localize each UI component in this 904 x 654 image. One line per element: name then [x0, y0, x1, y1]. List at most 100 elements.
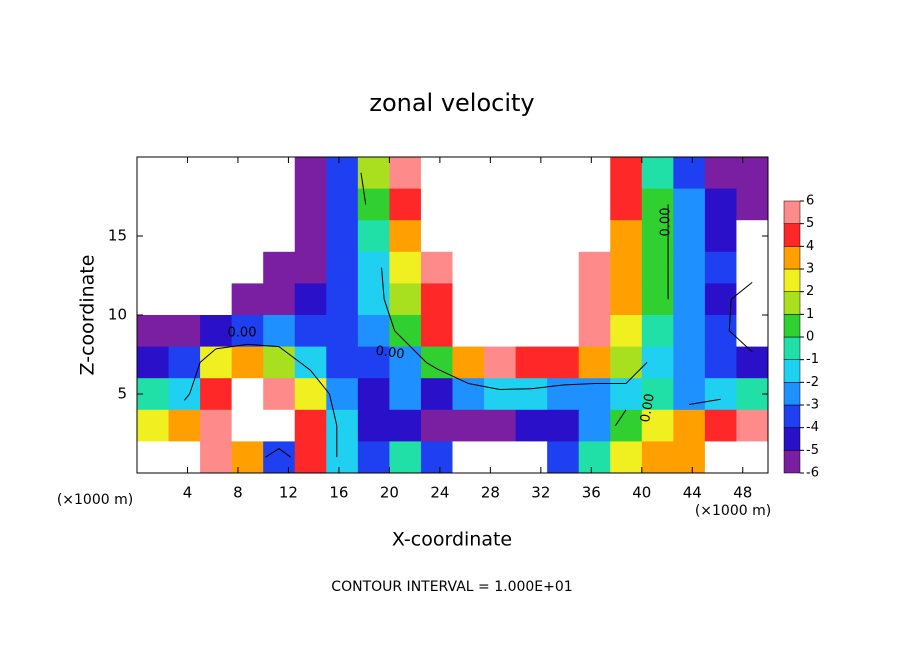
heat-cell [673, 188, 706, 221]
heat-cell [200, 441, 233, 473]
heat-cell [357, 441, 390, 473]
contour-line [394, 330, 406, 342]
heat-cell [231, 188, 264, 221]
heat-cell [547, 188, 580, 221]
heat-cell [452, 283, 485, 316]
heat-cell [420, 409, 453, 442]
contour-line [499, 388, 532, 390]
heat-cell [168, 188, 201, 221]
heat-cell [704, 283, 737, 316]
contour-line [299, 362, 311, 371]
heat-cell [547, 157, 580, 190]
heat-cell [263, 409, 296, 442]
heat-cell [294, 283, 327, 316]
heat-cell [294, 315, 327, 348]
heat-cell [610, 220, 643, 253]
heat-cell [578, 251, 611, 284]
colorbar-label: -3 [806, 398, 819, 413]
heat-cell [389, 441, 422, 473]
heat-cell [294, 220, 327, 253]
heat-cell [610, 409, 643, 442]
heat-cell [357, 251, 390, 284]
heat-cell [420, 378, 453, 411]
heat-cell [263, 220, 296, 253]
heat-cell [736, 283, 768, 316]
heat-cell [168, 157, 201, 190]
heat-cell [547, 251, 580, 284]
heat-cell [389, 157, 422, 190]
colorbar-label: 5 [806, 216, 814, 231]
heat-cell [231, 378, 264, 411]
heat-cell [168, 315, 201, 348]
colorbar-swatch [783, 404, 801, 428]
heat-cell [420, 283, 453, 316]
contour-line [728, 299, 732, 331]
x-axis-label: X-coordinate [392, 529, 512, 551]
heat-cell [231, 283, 264, 316]
contour-line [199, 348, 217, 363]
heat-cell [484, 346, 517, 379]
contour-line [360, 172, 367, 205]
heat-cell [736, 157, 768, 190]
heat-cell [420, 441, 453, 473]
contour-line [183, 393, 190, 401]
colorbar-label: 6 [806, 194, 814, 209]
plot-area [137, 157, 768, 473]
heat-cell [736, 441, 768, 473]
heat-cell [610, 157, 643, 190]
heat-cell [641, 315, 674, 348]
heat-cell [578, 315, 611, 348]
heat-cell [673, 346, 706, 379]
y-axis-label: Z-coordinate [77, 255, 99, 376]
heat-cell [357, 283, 390, 316]
heat-cell [357, 188, 390, 221]
heat-cell [578, 283, 611, 316]
heat-cell [389, 378, 422, 411]
heat-cell [484, 251, 517, 284]
heat-cell [357, 378, 390, 411]
colorbar-swatch [783, 450, 801, 474]
heat-cell [357, 220, 390, 253]
heat-cell [137, 188, 170, 221]
heat-cell [200, 188, 233, 221]
x-tick-label: 12 [279, 484, 298, 502]
heat-cell [294, 378, 327, 411]
colorbar-label: -5 [806, 443, 819, 458]
heat-cell [484, 157, 517, 190]
heat-cell [326, 441, 359, 473]
heat-cell [641, 441, 674, 473]
heat-cell [137, 283, 170, 316]
heat-cell [420, 315, 453, 348]
heat-cell [452, 346, 485, 379]
heat-cell [610, 441, 643, 473]
heat-cell [357, 346, 390, 379]
heat-cell [263, 188, 296, 221]
heat-cell [231, 251, 264, 284]
heat-cell [641, 157, 674, 190]
heat-cell [389, 251, 422, 284]
heat-cell [357, 409, 390, 442]
x-tick-label: 48 [733, 484, 752, 502]
contour-line [468, 382, 500, 390]
heat-cell [231, 441, 264, 473]
colorbar-swatch [783, 268, 801, 292]
heat-cell [452, 251, 485, 284]
colorbar-swatch [783, 427, 801, 451]
contour-line [328, 393, 338, 426]
heat-cell [137, 315, 170, 348]
contour-line [531, 384, 563, 390]
x-tick-label: 36 [582, 484, 601, 502]
heat-cell [263, 346, 296, 379]
heat-cell [515, 315, 548, 348]
heat-cell [263, 283, 296, 316]
heat-cell [610, 283, 643, 316]
contour-line [265, 448, 280, 458]
colorbar-label: 2 [806, 284, 814, 299]
heat-cell [357, 315, 390, 348]
heat-cell [137, 251, 170, 284]
heat-cell [673, 157, 706, 190]
heat-cell [294, 188, 327, 221]
chart-title: zonal velocity [369, 89, 534, 117]
heat-cell [137, 409, 170, 442]
colorbar-swatch [783, 359, 801, 383]
